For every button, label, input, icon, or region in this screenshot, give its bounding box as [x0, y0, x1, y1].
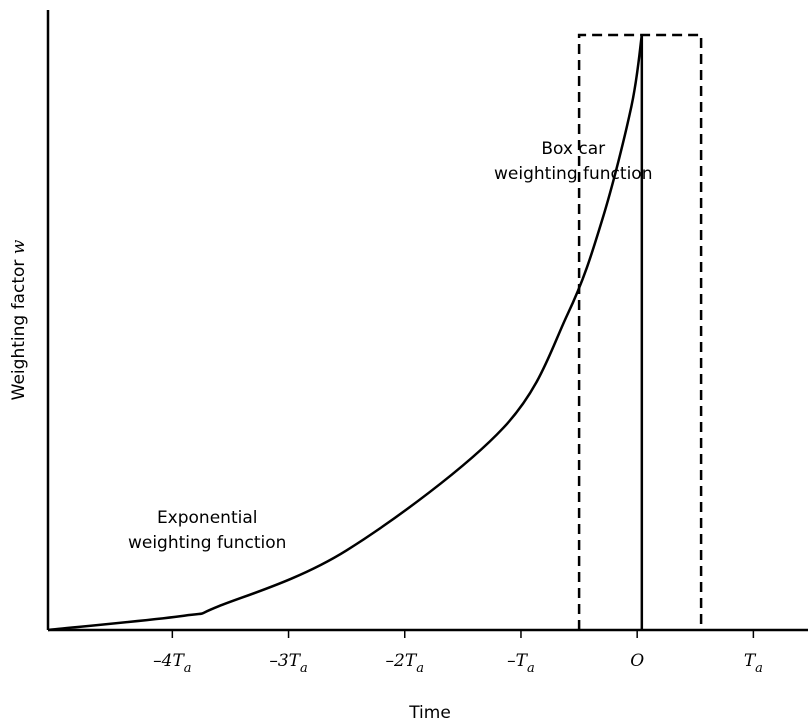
x-tick-label: –3Ta — [269, 651, 307, 676]
y-axis-label-text: Weighting factor — [9, 260, 29, 401]
x-tick-label: –4Ta — [153, 651, 191, 676]
annotation: Box car weighting function — [494, 139, 652, 184]
x-tick-label-subscript: a — [184, 661, 192, 676]
x-tick-labels: –4Ta –3Ta –2Ta –Ta O Ta — [153, 651, 763, 676]
y-axis-label: Weighting factor w — [9, 239, 29, 400]
x-tick-label-base: –4T — [153, 651, 185, 671]
boxcar-weighting-series — [577, 33, 703, 630]
annotation-line: Exponential — [157, 508, 258, 528]
annotation-line: weighting function — [494, 164, 652, 184]
x-tick-label-base: –3T — [269, 651, 301, 671]
x-tick-label-base: O — [630, 651, 644, 671]
x-ticks — [171, 630, 755, 638]
x-tick-label-subscript: a — [755, 661, 763, 676]
x-tick-label-subscript: a — [416, 661, 424, 676]
x-tick-label-base: T — [744, 651, 757, 671]
exponential-weighting-series — [47, 34, 644, 632]
x-axis-label: Time — [408, 703, 451, 723]
x-tick-label-subscript: a — [527, 661, 535, 676]
x-tick-label-base: –2T — [386, 651, 418, 671]
y-axis-label-symbol: w — [9, 239, 29, 254]
x-tick-label-base: –T — [507, 651, 529, 671]
x-tick-label: O — [630, 651, 644, 671]
annotation-line: Box car — [541, 139, 605, 159]
annotation-line: weighting function — [128, 533, 286, 553]
annotation: Exponential weighting function — [128, 508, 286, 553]
x-tick-label: Ta — [744, 651, 763, 676]
annotations: Box car weighting function Exponential weig… — [128, 139, 653, 553]
x-tick-label-subscript: a — [300, 661, 308, 676]
x-tick-label: –2Ta — [386, 651, 424, 676]
x-tick-label: –Ta — [507, 651, 535, 676]
